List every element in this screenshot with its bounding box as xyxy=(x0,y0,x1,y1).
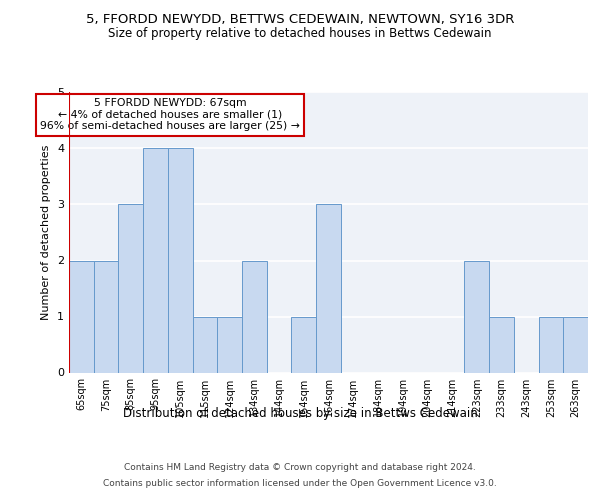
Text: Distribution of detached houses by size in Bettws Cedewain: Distribution of detached houses by size … xyxy=(122,408,478,420)
Bar xyxy=(539,316,563,372)
Bar xyxy=(217,316,242,372)
Text: Size of property relative to detached houses in Bettws Cedewain: Size of property relative to detached ho… xyxy=(108,28,492,40)
Text: 5 FFORDD NEWYDD: 67sqm
← 4% of detached houses are smaller (1)
96% of semi-detac: 5 FFORDD NEWYDD: 67sqm ← 4% of detached … xyxy=(40,98,300,132)
Bar xyxy=(292,316,316,372)
Text: Contains public sector information licensed under the Open Government Licence v3: Contains public sector information licen… xyxy=(103,479,497,488)
Y-axis label: Number of detached properties: Number of detached properties xyxy=(41,145,52,320)
Bar xyxy=(193,316,217,372)
Bar xyxy=(94,260,118,372)
Bar xyxy=(118,204,143,372)
Text: 5, FFORDD NEWYDD, BETTWS CEDEWAIN, NEWTOWN, SY16 3DR: 5, FFORDD NEWYDD, BETTWS CEDEWAIN, NEWTO… xyxy=(86,12,514,26)
Bar xyxy=(489,316,514,372)
Bar xyxy=(464,260,489,372)
Text: Contains HM Land Registry data © Crown copyright and database right 2024.: Contains HM Land Registry data © Crown c… xyxy=(124,462,476,471)
Bar xyxy=(143,148,168,372)
Bar xyxy=(69,260,94,372)
Bar xyxy=(316,204,341,372)
Bar xyxy=(168,148,193,372)
Bar xyxy=(242,260,267,372)
Bar xyxy=(563,316,588,372)
